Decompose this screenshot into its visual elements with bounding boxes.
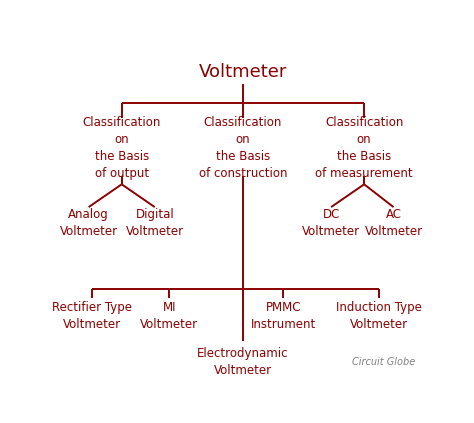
Text: Analog
Voltmeter: Analog Voltmeter — [60, 209, 118, 239]
Text: PMMC
Instrument: PMMC Instrument — [251, 301, 316, 331]
Text: Induction Type
Voltmeter: Induction Type Voltmeter — [336, 301, 422, 331]
Text: DC
Voltmeter: DC Voltmeter — [302, 209, 360, 239]
Text: Classification
on
the Basis
of output: Classification on the Basis of output — [82, 116, 161, 181]
Text: AC
Voltmeter: AC Voltmeter — [365, 209, 423, 239]
Text: Classification
on
the Basis
of construction: Classification on the Basis of construct… — [199, 116, 287, 181]
Text: Rectifier Type
Voltmeter: Rectifier Type Voltmeter — [52, 301, 132, 331]
Text: MI
Voltmeter: MI Voltmeter — [140, 301, 199, 331]
Text: Circuit Globe: Circuit Globe — [352, 357, 416, 367]
Text: Digital
Voltmeter: Digital Voltmeter — [126, 209, 184, 239]
Text: Electrodynamic
Voltmeter: Electrodynamic Voltmeter — [197, 347, 289, 377]
Text: Voltmeter: Voltmeter — [199, 63, 287, 81]
Text: Classification
on
the Basis
of measurement: Classification on the Basis of measureme… — [315, 116, 413, 181]
